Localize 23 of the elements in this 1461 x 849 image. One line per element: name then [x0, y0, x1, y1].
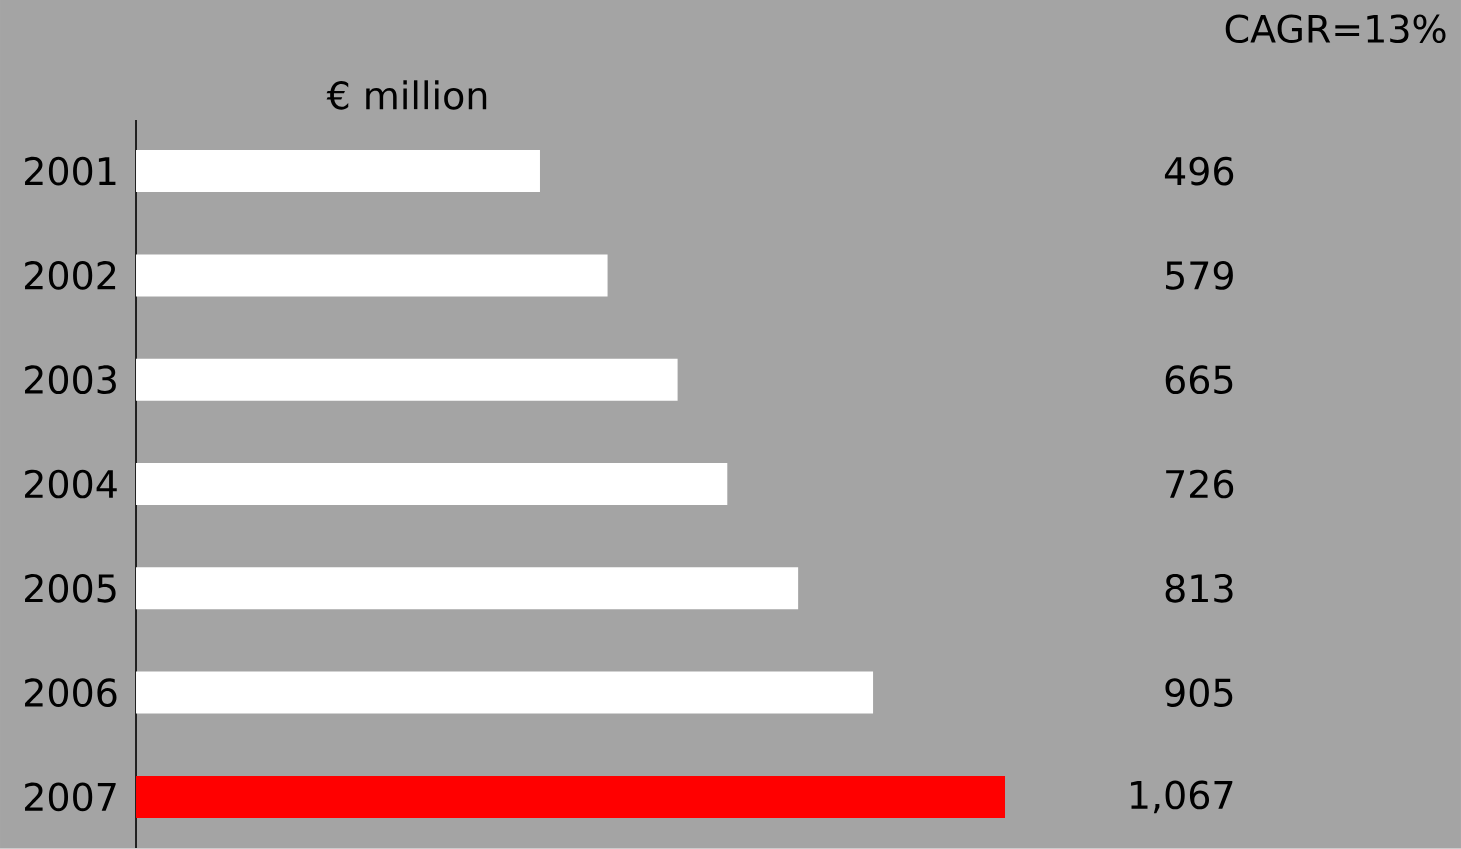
y-tick-label: 2001: [25, 156, 116, 186]
data-label: 1,067: [1130, 780, 1233, 814]
y-tick-label: 2003: [25, 365, 116, 395]
y-tick-label: 2006: [25, 678, 117, 708]
data-label: 905: [1165, 678, 1233, 708]
data-label: 726: [1166, 469, 1234, 499]
bar: [136, 776, 1006, 818]
bar: [136, 671, 874, 714]
y-tick-label: 2002: [25, 261, 116, 290]
bar: [136, 567, 799, 610]
bar: [136, 254, 608, 297]
text: CAGR=13%: [1225, 14, 1446, 44]
data-label: 813: [1165, 574, 1233, 603]
data-label: 496: [1164, 156, 1234, 186]
bar: [136, 463, 728, 506]
y-tick-label: 2005: [25, 574, 116, 603]
y-tick-label: 2007: [25, 782, 116, 812]
data-label: 579: [1165, 261, 1233, 290]
x-axis-title: € million: [326, 80, 487, 110]
y-tick-label: 2004: [25, 469, 117, 499]
bar: [136, 358, 678, 401]
data-label: 665: [1165, 365, 1233, 395]
bar: [136, 150, 540, 193]
